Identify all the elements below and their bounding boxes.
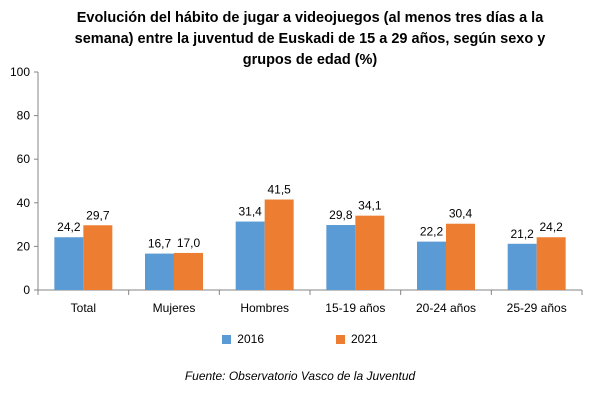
bar-2016 <box>54 237 84 290</box>
bar-2016 <box>326 225 356 290</box>
y-tick-label: 20 <box>17 239 31 253</box>
bar-2021 <box>264 199 294 290</box>
x-category-label: Hombres <box>240 301 289 315</box>
bar-2021 <box>355 215 385 290</box>
data-label-2021: 29,7 <box>86 208 110 222</box>
bar-2016 <box>145 253 174 290</box>
y-tick-label: 80 <box>17 109 31 123</box>
legend-item-2016: 2016 <box>222 332 264 346</box>
legend-swatch-2021 <box>336 334 345 344</box>
data-label-2021: 34,1 <box>358 199 382 213</box>
data-label-2021: 24,2 <box>539 220 563 234</box>
legend-swatch-2016 <box>222 334 232 344</box>
legend-label-2016: 2016 <box>237 332 264 346</box>
chart-title-line-3: grupos de edad (%) <box>242 52 378 68</box>
bar-2021 <box>174 252 203 290</box>
y-tick-label: 60 <box>17 152 31 166</box>
chart-title: Evolución del hábito de jugar a videojue… <box>40 8 580 71</box>
data-label-2021: 41,5 <box>267 183 291 197</box>
source-note: Fuente: Observatorio Vasco de la Juventu… <box>184 369 416 383</box>
bar-2016 <box>417 241 446 290</box>
chart-title-line-1: Evolución del hábito de jugar a videojue… <box>76 10 544 26</box>
x-category-label: 15-19 años <box>325 301 385 315</box>
y-tick-label: 40 <box>17 196 31 210</box>
legend-label-2021: 2021 <box>351 332 378 346</box>
chart-legend: 2016 2021 <box>0 332 600 346</box>
bar-2021 <box>536 237 566 290</box>
data-label-2021: 30,4 <box>449 207 473 221</box>
bar-2021 <box>446 223 475 290</box>
data-label-2016: 21,2 <box>510 227 534 241</box>
legend-item-2021: 2021 <box>336 332 378 346</box>
y-tick-label: 100 <box>10 65 30 79</box>
data-label-2016: 24,2 <box>57 220 81 234</box>
data-label-2016: 16,7 <box>148 237 172 251</box>
x-category-label: 20-24 años <box>416 301 476 315</box>
bar-2016 <box>507 243 537 290</box>
bar-2021 <box>83 225 113 290</box>
data-label-2016: 31,4 <box>238 205 262 219</box>
x-category-label: Total <box>71 301 96 315</box>
y-tick-label: 0 <box>23 283 30 297</box>
data-label-2021: 17,0 <box>177 236 201 250</box>
x-category-label: 25-29 años <box>507 301 567 315</box>
data-label-2016: 22,2 <box>420 225 444 239</box>
bar-2016 <box>235 221 265 290</box>
chart-title-line-2: semana) entre la juventud de Euskadi de … <box>74 31 546 47</box>
data-label-2016: 29,8 <box>329 208 353 222</box>
x-category-label: Mujeres <box>153 301 196 315</box>
